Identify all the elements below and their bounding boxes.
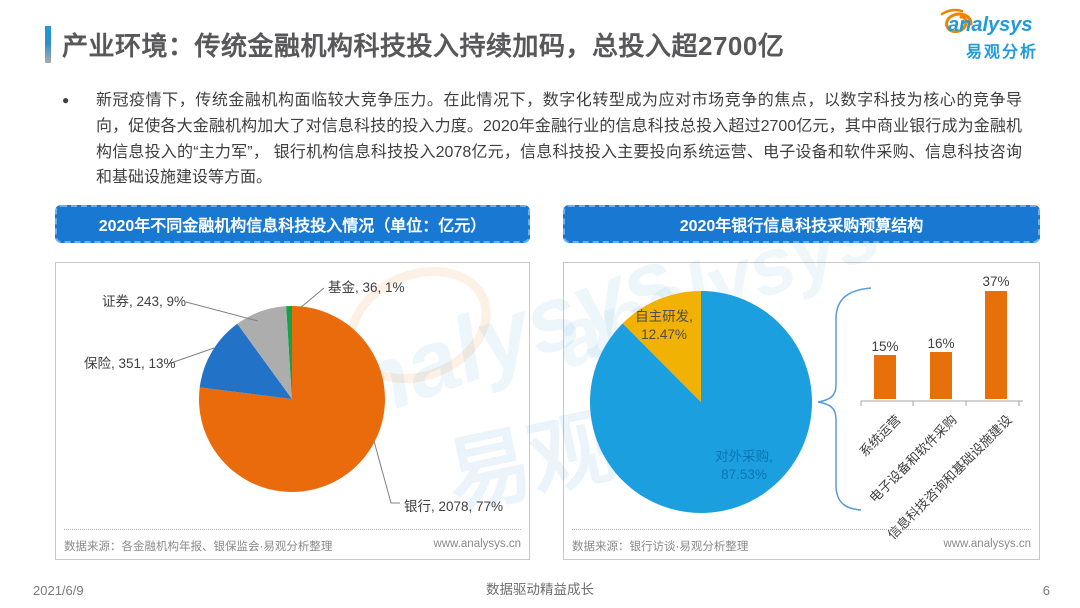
summary-text: 新冠疫情下，传统金融机构面临较大竞争压力。在此情况下，数字化转型成为应对市场竞争… [96,92,1022,187]
pie-label-fund: 基金, 36, 1% [328,280,405,295]
left-source-text: 数据来源：各金融机构年报、银保监会·易观分析整理 [64,541,333,553]
pie-label-external-name: 对外采购, [715,449,773,464]
bar-equipment-software [930,352,952,399]
pie-label-external-pct: 87.53% [721,467,767,482]
brace-icon [817,287,872,511]
right-source-text: 数据来源：银行访谈·易观分析整理 [572,541,749,553]
header: 产业环境：传统金融机构科技投入持续加码，总投入超2700亿 [45,26,784,63]
pie-slice-自主研发 [622,291,701,402]
bar-value-label-1: 15% [871,339,899,354]
pie-slice-银行 [198,306,385,492]
logo-swoosh-icon [940,8,973,33]
right-chart-panel: 自主研发, 12.47% 对外采购, 87.53% 15% 16% 37% 系统… [563,262,1040,560]
logo-brand-cn: 易观分析 [966,44,1039,61]
summary-block: ● 新冠疫情下，传统金融机构面临较大竞争压力。在此情况下，数字化转型成为应对市场… [62,88,1022,191]
left-source-row: 数据来源：各金融机构年报、银保监会·易观分析整理 www.analysys.cn [64,529,521,554]
analysys-logo: analysys 易观分析 [940,8,1050,66]
procurement-pie-chart [589,287,1023,513]
leader-line-insurance [167,347,215,365]
bar-value-label-3: 37% [982,274,1010,289]
bar-consulting-infrastructure [985,291,1007,399]
pie-slice-保险 [199,323,292,399]
leader-line-securities [185,301,259,322]
footer-date: 2021/6/9 [33,583,84,598]
left-website-link[interactable]: www.analysys.cn [433,538,521,550]
pie-label-inhouse-pct: 12.47% [641,327,687,342]
logo-brand-en: analysys [948,14,1033,36]
pie-slice-对外采购 [589,291,812,513]
pie-label-insurance: 保险, 351, 13% [84,356,176,371]
page-title: 产业环境：传统金融机构科技投入持续加码，总投入超2700亿 [62,31,785,61]
right-source-row: 数据来源：银行访谈·易观分析整理 www.analysys.cn [572,529,1031,554]
pie-label-securities: 证券, 243, 9% [102,294,187,309]
pie-slice-基金 [286,305,292,399]
leader-line-bank [373,440,400,504]
pie-slice-证券 [237,306,292,399]
bullet-icon: ● [62,93,70,107]
pie-label-inhouse-name: 自主研发, [635,309,693,324]
leader-line-fund [299,287,325,309]
bar-value-label-2: 16% [927,336,955,351]
left-chart-panel: 基金, 36, 1% 证券, 243, 9% 保险, 351, 13% 银行, … [55,262,530,560]
right-website-link[interactable]: www.analysys.cn [943,538,1031,550]
institutions-pie-chart [167,287,400,504]
right-chart-title: 2020年银行信息科技采购预算结构 [563,205,1040,243]
footer-slogan: 数据驱动精益成长 [486,582,594,597]
left-chart-title: 2020年不同金融机构信息科技投入情况（单位：亿元） [55,205,530,243]
pie-label-bank: 银行, 2078, 77% [404,499,504,514]
footer-page-number: 6 [1042,583,1050,598]
bar-system-operation [874,355,896,399]
title-accent-bar [45,26,51,63]
